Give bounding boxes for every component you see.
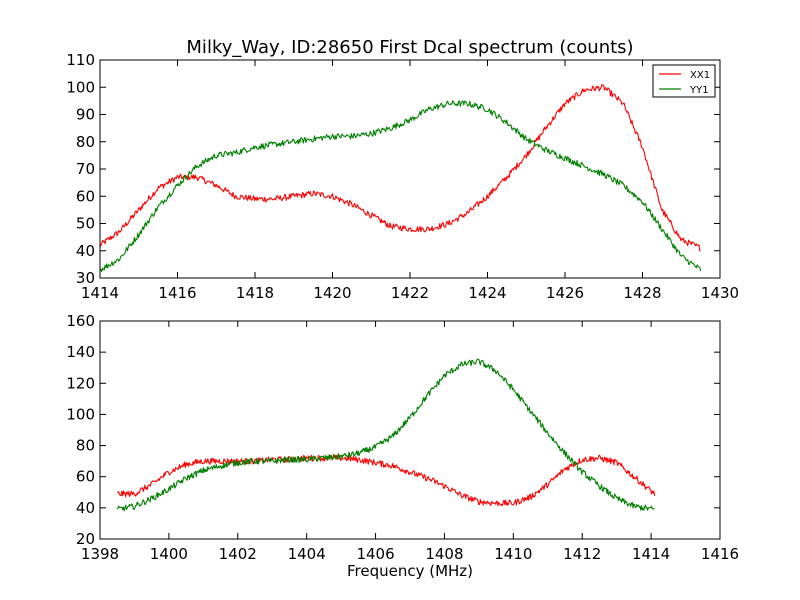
top-y-tick-label: 60 bbox=[76, 187, 95, 205]
bottom-y-tick-label: 40 bbox=[76, 499, 95, 517]
bottom-series-group bbox=[116, 358, 656, 512]
top-y-tick-label: 100 bbox=[66, 78, 95, 96]
bottom-axis-ticks: 1398 1400 1402 1404 1406 1408 1410 1412 1414 1416… bbox=[66, 312, 739, 563]
bottom-series-line-1 bbox=[117, 454, 656, 507]
top-x-tick-label: 1416 bbox=[158, 284, 196, 302]
top-y-tick-label: 40 bbox=[76, 242, 95, 260]
bottom-x-tick-label: 1398 bbox=[81, 545, 119, 563]
bottom-x-tick-label: 1412 bbox=[563, 545, 601, 563]
top-series-group bbox=[99, 83, 702, 273]
top-y-tick-label: 90 bbox=[76, 106, 95, 124]
top-panel: Milky_Way, ID:28650 First Dcal spectrum … bbox=[66, 37, 739, 302]
top-x-tick-label: 1414 bbox=[81, 284, 119, 302]
top-x-tick-label: 1430 bbox=[701, 284, 739, 302]
top-y-tick-label: 30 bbox=[76, 269, 95, 287]
top-series-yy1 bbox=[99, 100, 702, 273]
top-y-tick-label: 80 bbox=[76, 133, 95, 151]
bottom-x-tick-label: 1410 bbox=[494, 545, 532, 563]
bottom-x-tick-label: 1414 bbox=[632, 545, 670, 563]
bottom-x-tick-label: 1416 bbox=[701, 545, 739, 563]
bottom-x-tick-label: 1400 bbox=[150, 545, 188, 563]
top-y-tick-label: 50 bbox=[76, 215, 95, 233]
bottom-y-tick-label: 140 bbox=[66, 343, 95, 361]
bottom-x-tick-label: 1408 bbox=[425, 545, 463, 563]
top-x-tick-label: 1424 bbox=[468, 284, 506, 302]
bottom-y-tick-label: 120 bbox=[66, 374, 95, 392]
x-axis-label: Frequency (MHz) bbox=[347, 562, 473, 580]
top-y-tick-label: 70 bbox=[76, 160, 95, 178]
bottom-x-tick-label: 1406 bbox=[356, 545, 394, 563]
top-x-tick-label: 1428 bbox=[623, 284, 661, 302]
bottom-series-line-2 bbox=[116, 358, 655, 512]
bottom-y-tick-label: 60 bbox=[76, 468, 95, 486]
top-axis-ticks: 1414 1416 1418 1420 1422 1424 1426 1428 1430 30 40… bbox=[66, 51, 739, 302]
legend-label-yy1: YY1 bbox=[689, 85, 709, 96]
top-x-tick-label: 1420 bbox=[313, 284, 351, 302]
top-y-tick-label: 110 bbox=[66, 51, 95, 69]
legend-box bbox=[652, 64, 716, 98]
bottom-y-tick-label: 80 bbox=[76, 437, 95, 455]
bottom-y-tick-label: 100 bbox=[66, 405, 95, 423]
chart-title: Milky_Way, ID:28650 First Dcal spectrum … bbox=[186, 37, 633, 58]
bottom-plot-frame bbox=[99, 320, 721, 540]
top-series-xx1 bbox=[99, 83, 701, 252]
top-x-tick-label: 1426 bbox=[546, 284, 584, 302]
bottom-x-tick-label: 1404 bbox=[288, 545, 326, 563]
bottom-x-tick-label: 1402 bbox=[219, 545, 257, 563]
bottom-panel: 1398 1400 1402 1404 1406 1408 1410 1412 1414 1416… bbox=[66, 312, 739, 580]
bottom-y-tick-label: 160 bbox=[66, 312, 95, 330]
legend-label-xx1: XX1 bbox=[690, 70, 710, 81]
top-x-tick-label: 1422 bbox=[391, 284, 429, 302]
bottom-y-tick-label: 20 bbox=[76, 530, 95, 548]
legend: XX1 YY1 bbox=[652, 64, 716, 98]
top-x-tick-label: 1418 bbox=[236, 284, 274, 302]
